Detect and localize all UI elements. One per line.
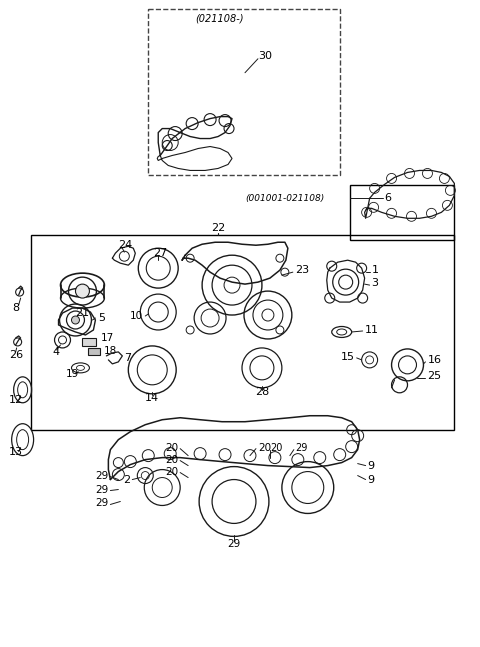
- Text: 29: 29: [95, 498, 108, 509]
- Text: 30: 30: [258, 50, 272, 61]
- Text: 24: 24: [119, 240, 132, 250]
- Circle shape: [75, 284, 89, 298]
- Text: (021108-): (021108-): [195, 14, 244, 24]
- Text: (001001-021108): (001001-021108): [245, 194, 324, 203]
- Text: 29: 29: [228, 540, 240, 549]
- Text: 12: 12: [9, 395, 23, 405]
- Bar: [350, 186, 455, 240]
- Text: 27: 27: [153, 248, 168, 258]
- Text: 4: 4: [52, 347, 60, 357]
- Text: 3: 3: [372, 278, 379, 288]
- Text: 23: 23: [295, 265, 309, 275]
- Text: 15: 15: [341, 352, 355, 362]
- Text: 17: 17: [100, 333, 114, 343]
- Text: 13: 13: [9, 446, 23, 457]
- Text: 29: 29: [295, 443, 307, 453]
- Text: 11: 11: [365, 325, 379, 335]
- Text: 7: 7: [124, 353, 132, 363]
- Text: 20: 20: [165, 443, 178, 453]
- Text: 1: 1: [372, 265, 379, 275]
- Text: 22: 22: [211, 223, 225, 234]
- Text: 20: 20: [258, 443, 271, 453]
- Text: 20: 20: [270, 443, 282, 453]
- Text: 9: 9: [368, 461, 375, 470]
- Bar: [31, 236, 455, 430]
- Text: 26: 26: [9, 350, 23, 360]
- Bar: [148, 9, 340, 175]
- Text: 14: 14: [145, 393, 159, 403]
- Text: 9: 9: [368, 474, 375, 485]
- Bar: [88, 348, 100, 355]
- Circle shape: [72, 316, 80, 324]
- Text: 10: 10: [130, 311, 144, 321]
- Text: 25: 25: [428, 371, 442, 381]
- Text: 20: 20: [165, 466, 178, 477]
- Text: 29: 29: [95, 470, 108, 481]
- Text: 6: 6: [384, 193, 392, 203]
- Text: 2: 2: [123, 474, 130, 485]
- Text: 16: 16: [428, 355, 442, 365]
- Text: 28: 28: [255, 387, 269, 397]
- Text: 5: 5: [98, 313, 106, 323]
- Text: 19: 19: [65, 369, 79, 379]
- Bar: [83, 338, 96, 346]
- Text: 20: 20: [165, 455, 178, 465]
- Text: 18: 18: [103, 346, 117, 356]
- Text: 8: 8: [12, 303, 20, 313]
- Text: 29: 29: [95, 485, 108, 494]
- Text: 21: 21: [75, 308, 89, 318]
